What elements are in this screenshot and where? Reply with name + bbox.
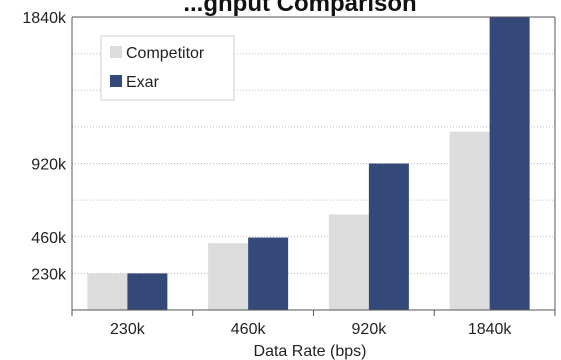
- x-tick-label: 460k: [231, 321, 267, 338]
- x-tick-label: 1840k: [468, 321, 513, 338]
- x-tick-label: 920k: [352, 321, 388, 338]
- chart-title: ...ghput Comparison: [183, 0, 416, 17]
- x-axis-title: Data Rate (bps): [254, 343, 367, 360]
- y-tick-label: 230k: [31, 266, 67, 283]
- legend-label-exar: Exar: [126, 74, 160, 91]
- legend-label-competitor: Competitor: [126, 45, 205, 62]
- legend-box: [100, 35, 235, 101]
- axes: [71, 16, 556, 316]
- bar-exar-1840k: [489, 17, 530, 311]
- bars: [87, 17, 530, 311]
- legend-swatch-competitor: [110, 46, 122, 58]
- bar-competitor-920k: [328, 214, 369, 310]
- legend-swatch-exar: [110, 75, 122, 87]
- bar-competitor-460k: [208, 243, 249, 310]
- bar-competitor-1840k: [449, 131, 490, 310]
- bar-competitor-230k: [87, 273, 128, 310]
- bar-exar-460k: [248, 237, 289, 310]
- x-tick-labels: 230k 460k 920k 1840k: [110, 321, 512, 338]
- y-tick-label: 1840k: [22, 10, 67, 27]
- y-tick-label: 460k: [31, 230, 67, 247]
- legend: Competitor Exar: [100, 35, 235, 101]
- y-tick-label: 920k: [31, 157, 67, 174]
- bar-exar-230k: [127, 273, 168, 310]
- bar-exar-920k: [368, 163, 409, 310]
- x-tick-label: 230k: [110, 321, 146, 338]
- y-tick-labels: 230k 460k 920k 1840k: [22, 10, 67, 283]
